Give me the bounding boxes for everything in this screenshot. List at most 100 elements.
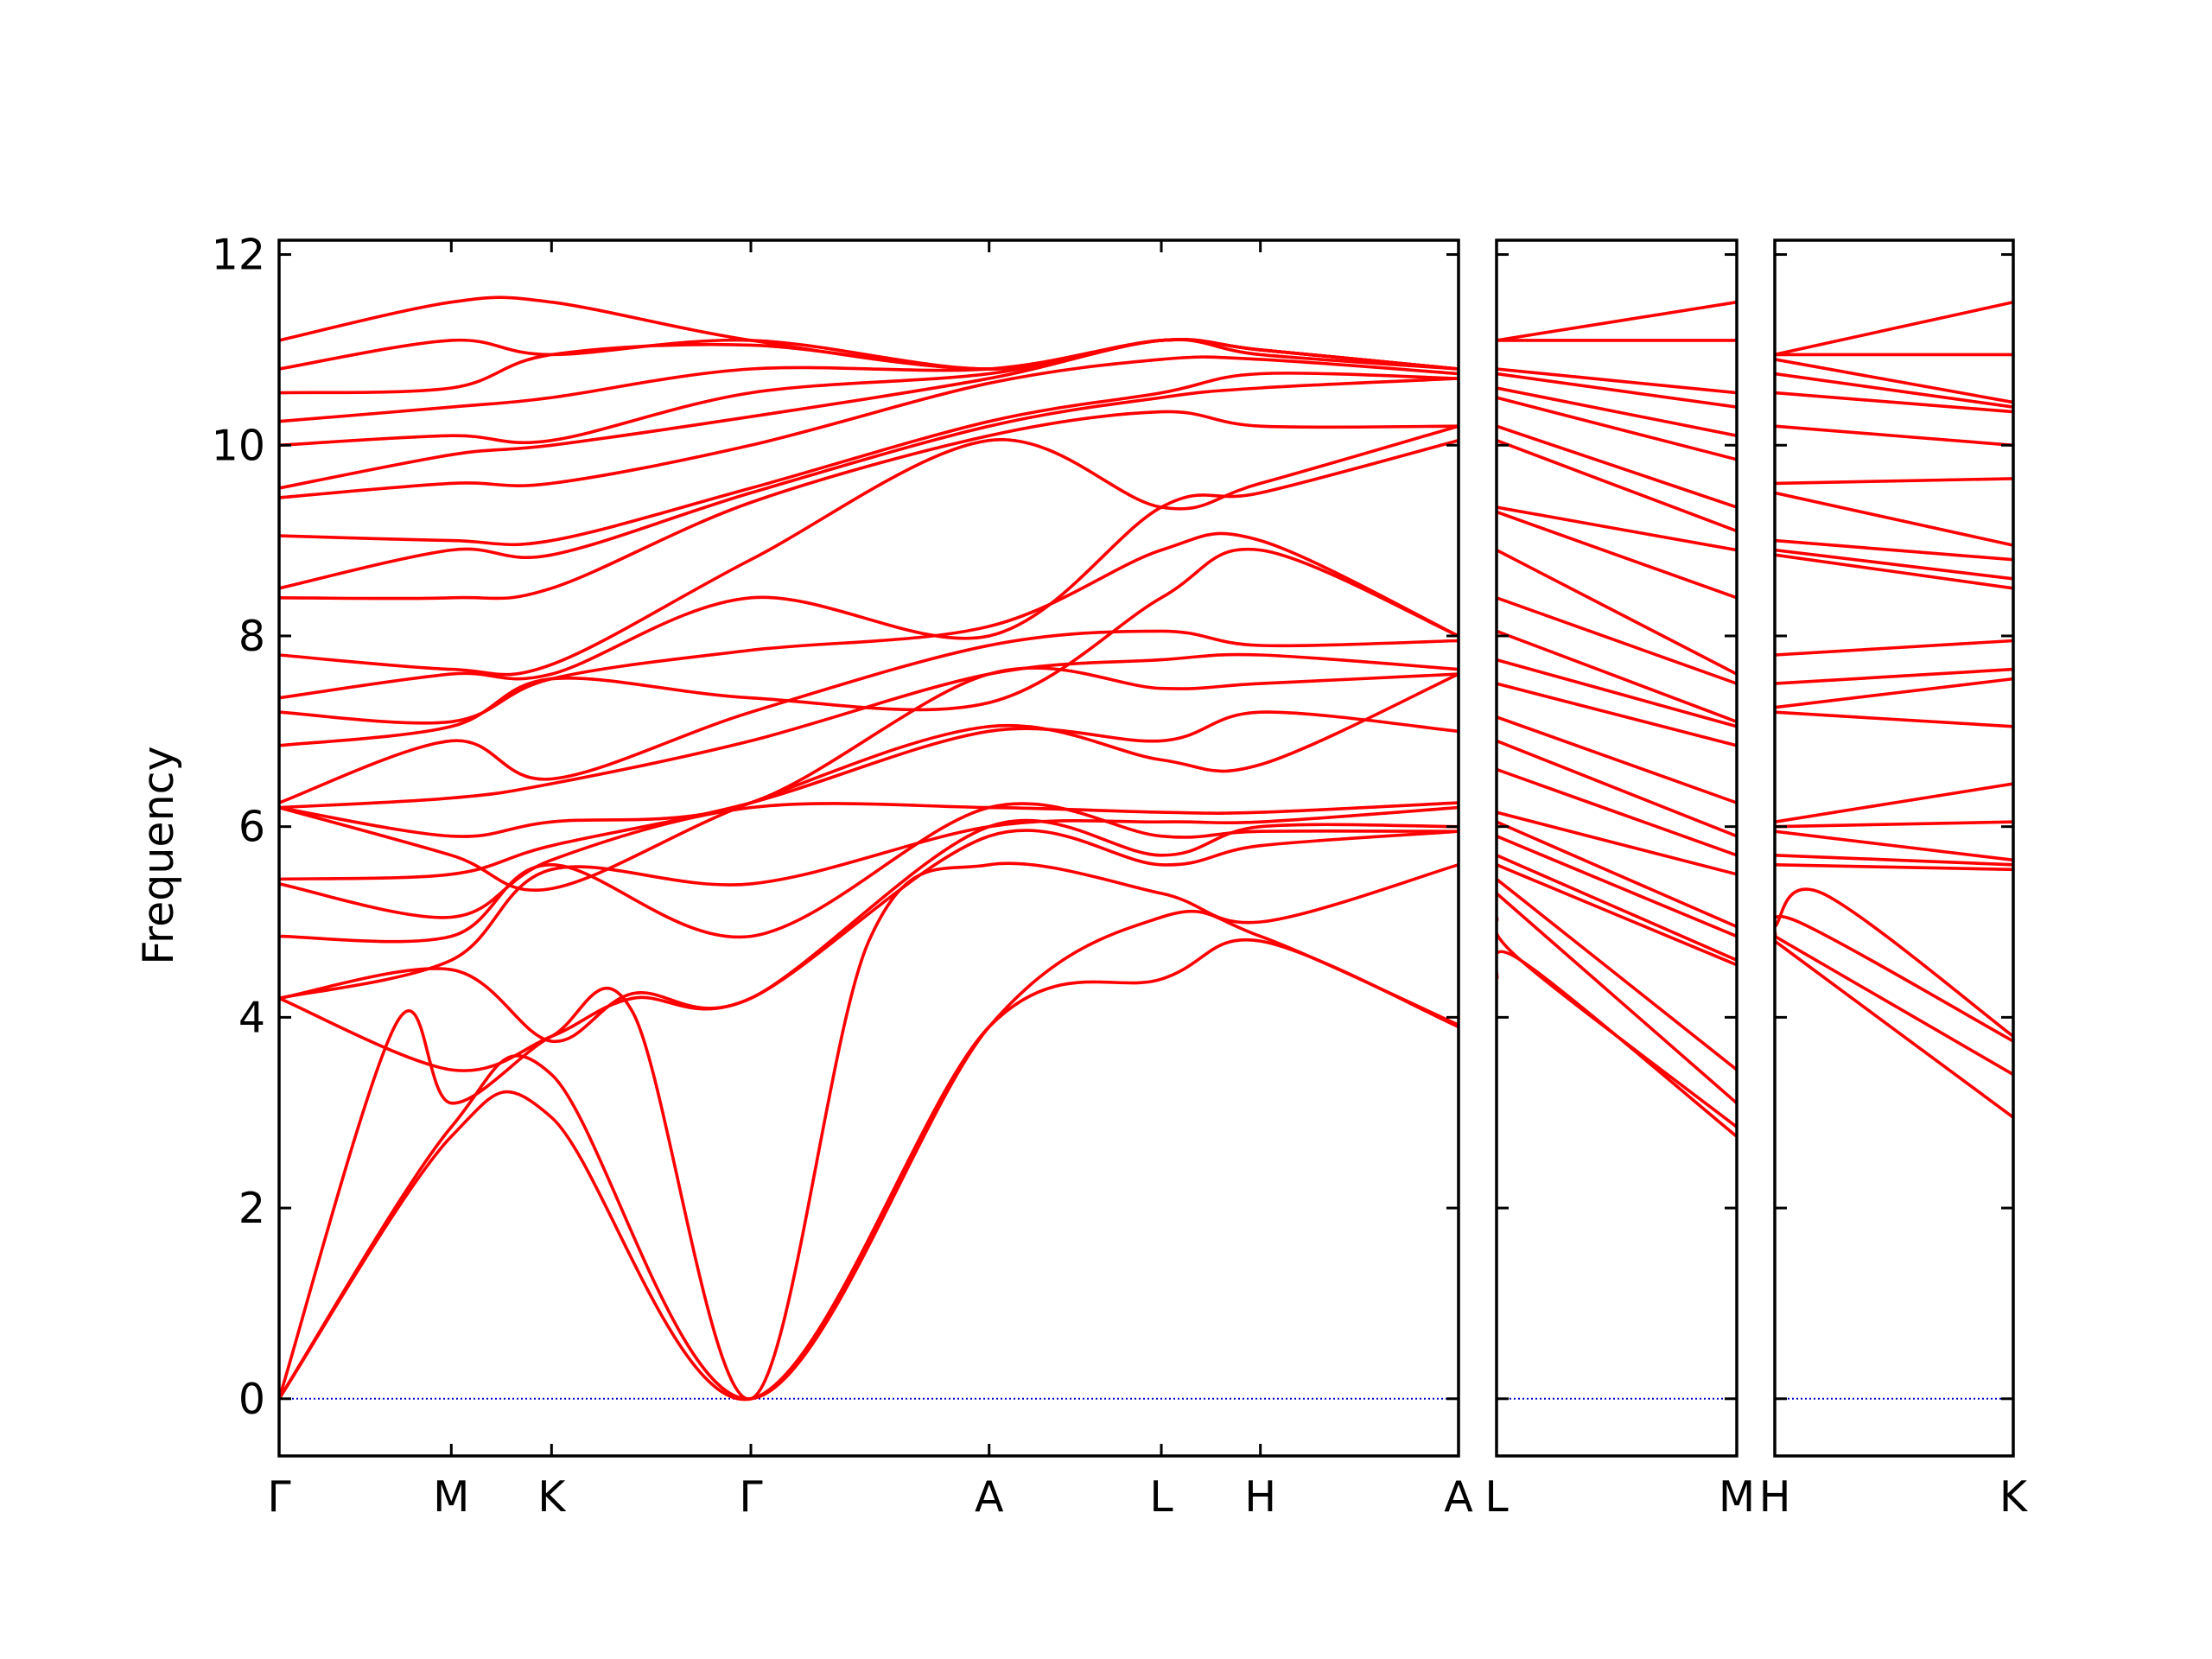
x-tick-label: A bbox=[975, 1472, 1004, 1522]
band-line bbox=[1775, 300, 2013, 357]
band-line bbox=[279, 377, 1459, 590]
band-line bbox=[1497, 505, 1737, 552]
band-line bbox=[1775, 424, 2013, 448]
band-lines bbox=[279, 296, 1459, 1402]
y-axis-label: Frequency bbox=[134, 746, 183, 964]
band-line bbox=[1775, 854, 2013, 867]
y-tick-label: 2 bbox=[238, 1184, 265, 1233]
band-line bbox=[1497, 372, 1737, 409]
band-line bbox=[279, 531, 1459, 725]
band-line bbox=[279, 372, 1459, 547]
band-line bbox=[279, 410, 1459, 601]
band-line bbox=[279, 861, 1459, 1401]
band-line bbox=[1497, 820, 1737, 929]
band-line bbox=[279, 801, 1459, 919]
band-line bbox=[1497, 810, 1737, 876]
band-line bbox=[1775, 782, 2013, 823]
band-line bbox=[1775, 863, 2013, 872]
band-line bbox=[1497, 739, 1737, 838]
band-line bbox=[279, 547, 1459, 747]
band-line bbox=[1497, 596, 1737, 685]
band-line bbox=[1775, 667, 2013, 685]
band-line bbox=[1775, 391, 2013, 414]
band-line bbox=[1497, 396, 1737, 461]
x-tick-label: Γ bbox=[267, 1472, 291, 1522]
panel-1: 0 2 4 6 8 10 12 Γ M K Γ A L H A bbox=[212, 231, 1474, 1522]
band-line bbox=[1775, 914, 2013, 1043]
panel-frame bbox=[277, 238, 1460, 1458]
band-line bbox=[1775, 491, 2013, 547]
band-line bbox=[1497, 715, 1737, 804]
band-line bbox=[1497, 767, 1737, 857]
y-tick-label: 8 bbox=[238, 612, 265, 661]
x-tick-label: A bbox=[1444, 1472, 1473, 1522]
band-line bbox=[1497, 877, 1737, 1071]
band-line bbox=[1497, 658, 1737, 728]
band-line bbox=[1775, 677, 2013, 709]
band-line bbox=[1775, 372, 2013, 409]
band-lines bbox=[1497, 300, 1737, 1139]
y-tick-label: 10 bbox=[212, 421, 265, 470]
band-line bbox=[1775, 548, 2013, 581]
band-line bbox=[279, 672, 1459, 893]
y-tick-label: 0 bbox=[238, 1375, 265, 1424]
band-line bbox=[1497, 510, 1737, 600]
band-line bbox=[1497, 367, 1737, 395]
x-tick-label: L bbox=[1149, 1472, 1173, 1522]
band-line bbox=[279, 802, 1459, 944]
y-tick-label: 4 bbox=[238, 993, 265, 1042]
band-line bbox=[1497, 682, 1737, 747]
band-line bbox=[1775, 939, 2013, 1119]
band-line bbox=[1775, 639, 2013, 657]
band-line bbox=[279, 355, 1459, 499]
band-line bbox=[279, 805, 1459, 1001]
band-line bbox=[1775, 934, 2013, 1077]
band-line bbox=[1775, 830, 2013, 862]
band-line bbox=[279, 296, 1459, 371]
band-line bbox=[279, 629, 1459, 804]
band-line bbox=[1497, 300, 1737, 342]
band-line bbox=[1497, 915, 1737, 1129]
band-line bbox=[1497, 834, 1737, 938]
band-line bbox=[1497, 424, 1737, 509]
x-tick-label: H bbox=[1244, 1472, 1276, 1522]
x-tick-label: M bbox=[1719, 1472, 1755, 1522]
band-line bbox=[1775, 358, 2013, 404]
band-line bbox=[1775, 538, 2013, 562]
band-line bbox=[1497, 438, 1737, 533]
band-line bbox=[279, 338, 1459, 490]
band-line bbox=[279, 652, 1459, 810]
band-line bbox=[1775, 887, 2013, 1039]
band-line bbox=[1497, 854, 1737, 962]
band-lines bbox=[1775, 300, 2013, 1119]
panel-frame bbox=[1495, 238, 1738, 1458]
band-line bbox=[1775, 820, 2013, 829]
x-tick-label: M bbox=[433, 1472, 469, 1522]
band-line bbox=[1775, 710, 2013, 728]
x-tick-label: H bbox=[1759, 1472, 1791, 1522]
band-line bbox=[279, 666, 1459, 838]
x-tick-label: K bbox=[1999, 1472, 2029, 1522]
band-line bbox=[1775, 477, 2013, 486]
band-line bbox=[1497, 863, 1737, 967]
band-line bbox=[1497, 548, 1737, 676]
band-line bbox=[279, 424, 1459, 677]
panel-frame bbox=[1773, 238, 2015, 1458]
x-tick-label: Γ bbox=[739, 1472, 763, 1522]
band-line bbox=[1775, 553, 2013, 590]
x-tick-label: L bbox=[1484, 1472, 1509, 1522]
y-tick-label: 12 bbox=[212, 231, 265, 280]
y-tick-label: 6 bbox=[238, 803, 265, 852]
band-line bbox=[279, 438, 1459, 700]
band-line bbox=[1497, 629, 1737, 724]
x-tick-label: K bbox=[537, 1472, 567, 1522]
band-line bbox=[1497, 892, 1737, 1105]
band-line bbox=[279, 938, 1459, 1402]
band-line bbox=[1497, 386, 1737, 437]
band-line bbox=[1497, 950, 1737, 1139]
